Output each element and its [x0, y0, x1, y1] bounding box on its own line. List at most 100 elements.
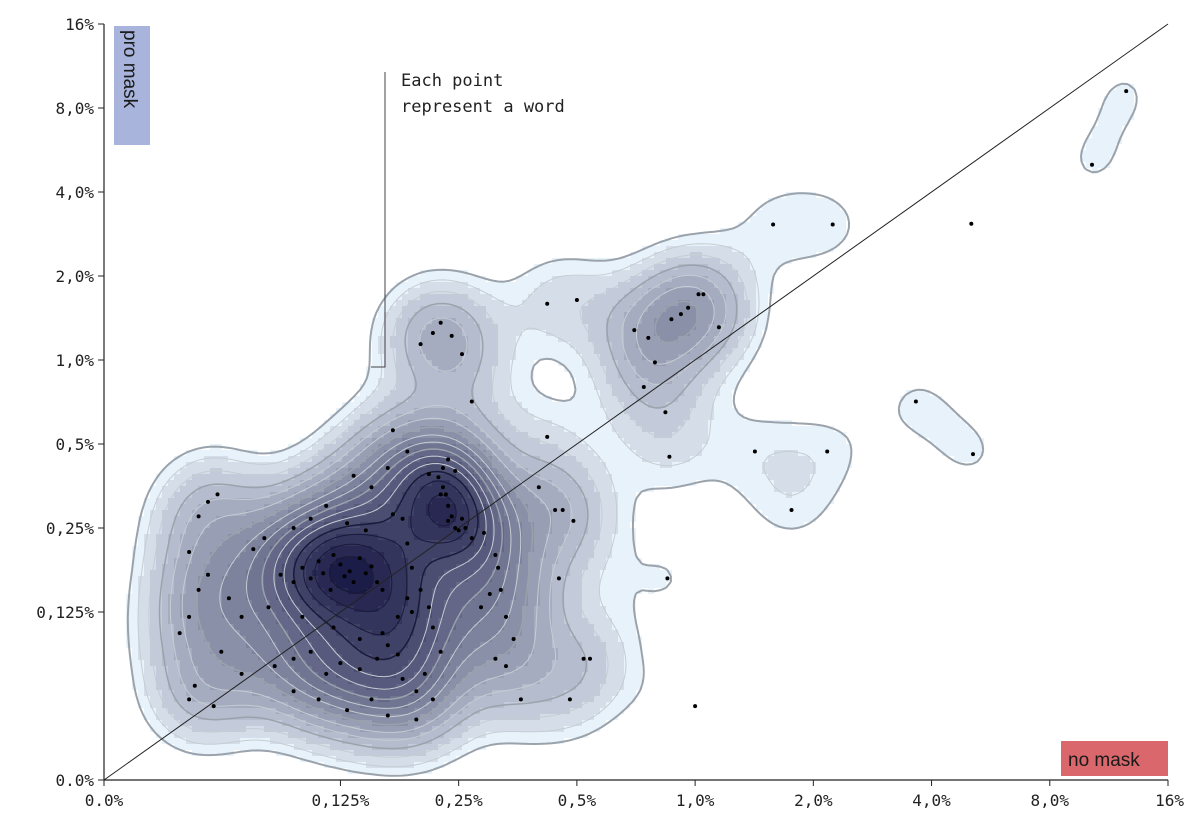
word-point — [331, 625, 336, 630]
word-point — [422, 671, 427, 676]
no-mask-label: no mask — [1068, 750, 1140, 771]
word-point — [331, 553, 336, 557]
x-tick-label: 0,25% — [435, 791, 484, 810]
word-point — [400, 676, 405, 681]
y-tick-label: 0,5% — [55, 435, 94, 454]
word-point — [357, 637, 362, 641]
word-point — [357, 556, 362, 561]
word-point — [324, 503, 329, 508]
density-contour-line — [283, 463, 487, 678]
word-point — [291, 689, 296, 694]
word-point — [453, 469, 458, 473]
word-point — [278, 572, 283, 577]
x-tick-label: 0,125% — [312, 791, 370, 810]
annotation-leader-line — [371, 72, 386, 368]
word-point — [409, 565, 414, 570]
word-point — [449, 333, 454, 338]
word-point — [418, 342, 423, 347]
word-point — [375, 656, 380, 661]
word-point — [449, 514, 454, 519]
word-point — [1090, 162, 1094, 167]
x-axis: 0.0% 0,125% 0,25% 0,5% 1,0% 2,0% 4,0% 8,0% 16% — [85, 779, 1184, 810]
annotation-line-2: represent a word — [401, 97, 565, 117]
word-point — [363, 528, 368, 533]
pro-mask-label: pro mask — [119, 30, 140, 109]
word-point — [338, 661, 343, 666]
word-point — [430, 625, 435, 630]
word-point — [272, 664, 277, 669]
density-contour-line — [314, 494, 457, 612]
word-point — [571, 518, 576, 523]
word-point — [701, 292, 706, 297]
word-point — [652, 360, 657, 365]
word-point — [308, 516, 313, 521]
word-point — [663, 410, 668, 415]
word-point — [351, 580, 356, 585]
word-point — [460, 352, 464, 357]
word-point — [308, 649, 313, 654]
word-point — [345, 708, 350, 713]
x-tick-label: 4,0% — [912, 791, 951, 810]
word-point — [686, 305, 691, 310]
word-point — [496, 565, 501, 570]
pro-mask-tag-background — [114, 26, 150, 145]
word-point — [493, 553, 498, 557]
word-point — [969, 221, 974, 226]
word-point — [328, 587, 333, 592]
word-point — [380, 631, 385, 636]
word-point — [498, 587, 503, 592]
y-tick-label: 0.0% — [55, 771, 94, 790]
word-point — [369, 697, 374, 702]
word-point — [414, 717, 419, 722]
word-point — [696, 292, 701, 297]
word-point — [395, 614, 400, 619]
word-point — [375, 580, 380, 585]
word-point — [716, 325, 721, 330]
word-point — [321, 571, 326, 576]
word-point — [342, 574, 347, 579]
word-point — [262, 536, 267, 541]
word-point — [971, 452, 975, 457]
x-tick-label: 8,0% — [1031, 791, 1070, 810]
word-point — [385, 713, 390, 718]
word-point — [574, 298, 579, 302]
word-point — [345, 521, 350, 526]
word-point — [667, 454, 672, 459]
word-point — [789, 508, 794, 512]
word-point — [338, 562, 343, 567]
word-point — [752, 449, 757, 454]
word-point — [504, 614, 508, 619]
word-point — [456, 528, 461, 533]
density-level-fill — [330, 558, 372, 594]
word-point — [518, 697, 523, 702]
word-point — [669, 317, 674, 322]
word-point — [441, 485, 445, 490]
word-point — [251, 547, 256, 552]
word-point — [641, 385, 646, 389]
word-point — [469, 399, 474, 404]
y-tick-label: 8,0% — [55, 99, 94, 118]
word-point — [446, 503, 451, 508]
word-point — [308, 576, 313, 581]
word-point — [405, 449, 410, 454]
density-contours — [126, 82, 1138, 777]
x-tick-label: 1,0% — [676, 791, 715, 810]
word-point — [239, 614, 244, 619]
word-point — [446, 518, 451, 523]
word-point — [177, 631, 182, 636]
word-point — [219, 649, 224, 654]
word-point — [693, 704, 698, 709]
pro-mask-tag: pro mask — [114, 26, 150, 145]
density-contour-line — [181, 286, 715, 733]
points-layer — [177, 89, 1129, 722]
word-point — [363, 571, 368, 576]
no-mask-tag-background — [1061, 741, 1168, 776]
word-point — [646, 335, 651, 340]
x-tick-label: 2,0% — [794, 791, 833, 810]
word-point — [436, 475, 441, 480]
word-point — [291, 656, 296, 661]
word-point — [678, 312, 683, 317]
word-point — [771, 222, 776, 227]
word-point — [400, 516, 405, 521]
annotation: Each point represent a word — [371, 71, 565, 368]
